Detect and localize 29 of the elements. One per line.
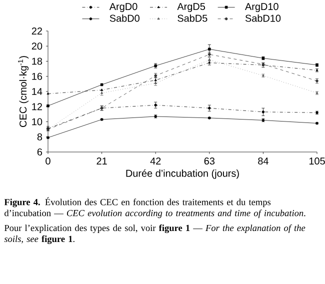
point [262, 110, 265, 114]
x-tick-label: 21 [96, 158, 107, 164]
y-tick-label: 8 [37, 133, 42, 140]
x-tick-label: 105 [309, 158, 325, 165]
y-tick-label: 12 [32, 103, 42, 110]
x-tick-label: 63 [204, 158, 215, 165]
x-tick-label: 42 [150, 158, 161, 164]
x-axis-title: Durée d’incubation (jours) [126, 169, 239, 179]
x-tick-label: 84 [258, 158, 268, 165]
legend-label: ArgD0 [109, 3, 138, 12]
y-tick-label: 14 [32, 88, 42, 95]
point [46, 104, 50, 108]
y-tick-label: 18 [32, 58, 42, 65]
y-tick-label: 6 [37, 148, 42, 156]
point [100, 83, 104, 86]
point [208, 48, 211, 51]
legend-label: ArgD5 [177, 3, 206, 12]
legend-label: ArgD10 [244, 3, 278, 12]
y-axis-title: CEC (cmol·kg$^{-1}$) [18, 56, 29, 128]
x-tick-label: 0 [46, 158, 50, 165]
legend-label: SabD10 [245, 14, 281, 22]
text: Figure 4. Évolution des CEC en fonction des traitements et du temps d’incubation — CEC evolution according to treatments and time of incubation. [4, 197, 306, 218]
legend-label: SabD0 [110, 14, 140, 22]
legend-label: SabD5 [178, 14, 208, 22]
y-tick-label: 16 [32, 72, 42, 80]
y-tick-label: 10 [32, 118, 42, 126]
y-tick-label: 20 [32, 42, 42, 50]
text: Pour l’explication des types de sol, voir figure 1 — For the explanation of the soils, see figure 1. [4, 224, 306, 244]
y-tick-label: 22 [32, 28, 42, 34]
